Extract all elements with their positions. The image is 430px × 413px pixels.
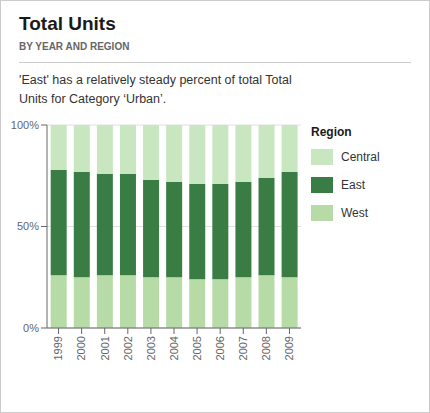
html-text:BY YEAR AND REGION: BY YEAR AND REGION	[19, 41, 130, 52]
svg-text:2000: 2000	[75, 336, 87, 360]
svg-text:1999: 1999	[52, 336, 64, 360]
svg-text:2007: 2007	[237, 336, 249, 360]
html-text:Units for Category ‘Urban’.: Units for Category ‘Urban’.	[19, 92, 167, 106]
svg-text:2008: 2008	[260, 336, 272, 360]
html-text:East: East	[341, 178, 365, 192]
html-text:'East' has a relatively steady: 'East' has a relatively steady percent o…	[19, 73, 292, 87]
svg-text:2004: 2004	[168, 336, 180, 360]
html-text:Region: Region	[311, 125, 352, 139]
svg-text:2006: 2006	[214, 336, 226, 360]
html-text:Central: Central	[341, 150, 380, 164]
svg-text:2005: 2005	[191, 336, 203, 360]
html-text:Total Units: Total Units	[19, 13, 116, 34]
svg-text:0%: 0%	[23, 322, 39, 334]
svg-text:2009: 2009	[283, 336, 295, 360]
svg-text:100%: 100%	[11, 119, 39, 131]
svg-text:2001: 2001	[99, 336, 111, 360]
svg-text:2002: 2002	[122, 336, 134, 360]
html-text:West: West	[341, 206, 369, 220]
svg-text:50%: 50%	[17, 220, 39, 232]
svg-text:2003: 2003	[145, 336, 157, 360]
